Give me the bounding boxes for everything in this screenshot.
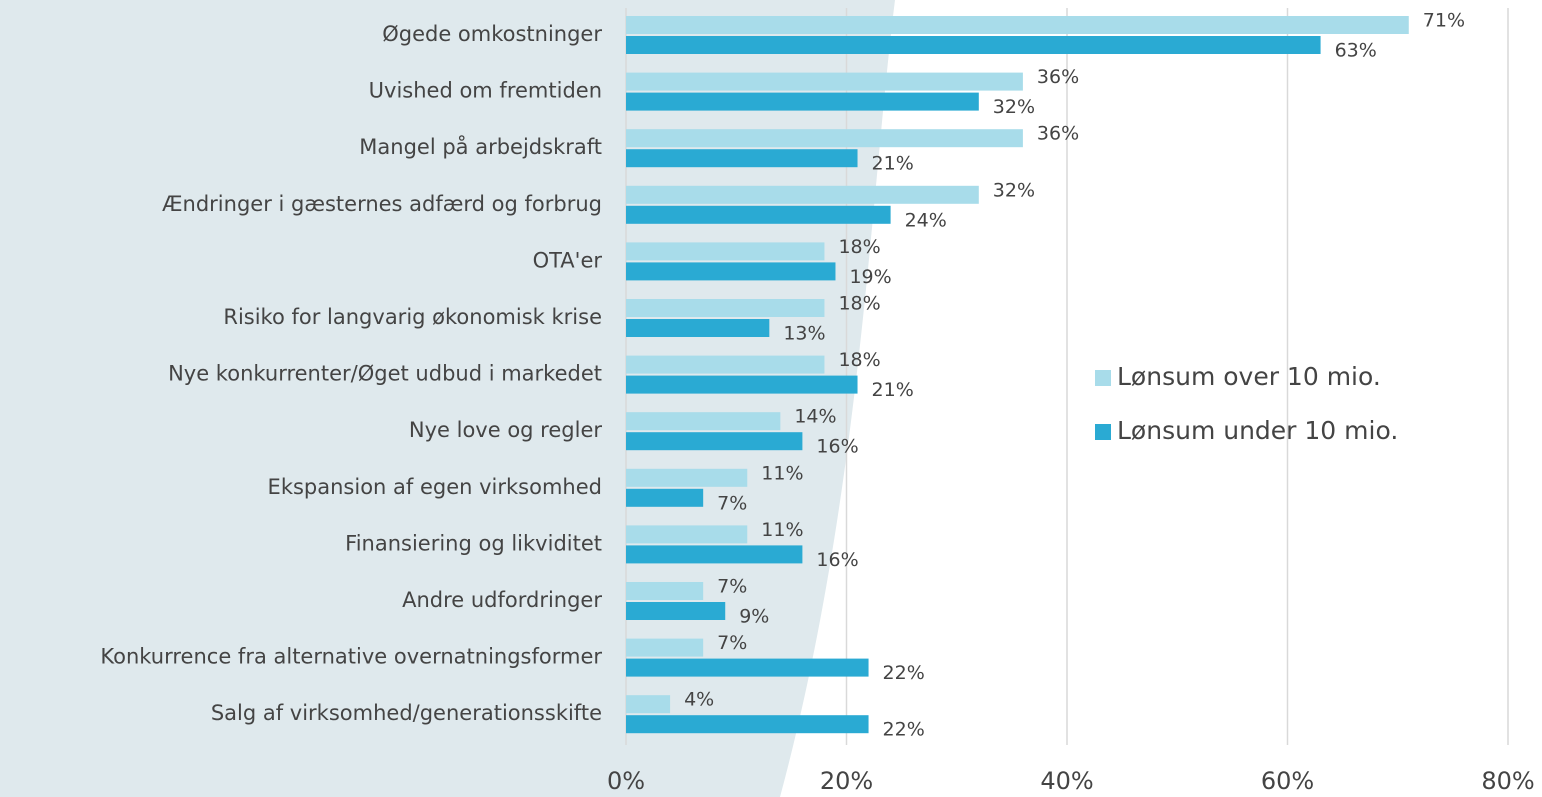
bar xyxy=(626,525,748,544)
bar xyxy=(626,36,1321,54)
value-label: 22% xyxy=(883,719,925,741)
category-label: Finansiering og likviditet xyxy=(345,531,602,555)
value-label: 7% xyxy=(717,632,747,654)
bar xyxy=(626,375,858,394)
bar xyxy=(626,299,825,317)
category-label: Ekspansion af egen virksomhed xyxy=(268,475,602,499)
value-label: 7% xyxy=(717,576,747,598)
bar xyxy=(626,262,836,281)
x-tick-label: 20% xyxy=(820,767,873,795)
legend-swatch xyxy=(1095,424,1111,440)
category-label: Salg af virksomhed/generationsskifte xyxy=(211,701,602,725)
bar xyxy=(626,319,770,337)
value-label: 13% xyxy=(783,323,825,345)
value-label: 4% xyxy=(684,689,714,711)
value-label: 32% xyxy=(993,179,1035,201)
value-label: 63% xyxy=(1335,40,1377,62)
category-label: Mangel på arbejdskraft xyxy=(359,134,602,159)
value-label: 71% xyxy=(1423,10,1465,32)
value-label: 14% xyxy=(794,406,836,428)
bar xyxy=(626,355,825,374)
bar xyxy=(626,638,704,657)
value-label: 16% xyxy=(816,549,858,571)
value-label: 24% xyxy=(905,209,947,231)
x-tick-label: 60% xyxy=(1261,767,1314,795)
bar xyxy=(626,412,781,431)
category-label: Konkurrence fra alternative overnatnings… xyxy=(100,645,602,669)
bar xyxy=(626,92,979,111)
x-tick-label: 40% xyxy=(1040,767,1093,795)
value-label: 16% xyxy=(816,436,858,458)
value-label: 18% xyxy=(838,293,880,315)
bar xyxy=(626,205,891,224)
bar xyxy=(626,582,704,600)
bar xyxy=(626,72,1023,91)
legend-label: Lønsum under 10 mio. xyxy=(1117,416,1398,445)
bar xyxy=(626,185,979,204)
category-label: Uvished om fremtiden xyxy=(369,79,602,103)
value-label: 21% xyxy=(872,379,914,401)
value-label: 21% xyxy=(872,153,914,175)
value-label: 36% xyxy=(1037,123,1079,145)
value-label: 7% xyxy=(717,492,747,514)
category-label: Ændringer i gæsternes adfærd og forbrug xyxy=(162,192,602,216)
x-tick-label: 80% xyxy=(1481,767,1534,795)
category-label: Øgede omkostninger xyxy=(382,22,602,46)
category-label: Risiko for langvarig økonomisk krise xyxy=(223,305,602,329)
bar xyxy=(626,695,671,714)
legend-swatch xyxy=(1095,370,1111,386)
x-tick-label: 0% xyxy=(607,767,645,795)
value-label: 11% xyxy=(761,462,803,484)
value-label: 19% xyxy=(849,266,891,288)
bar xyxy=(626,432,803,451)
bar xyxy=(626,658,869,677)
category-label: OTA'er xyxy=(533,248,603,272)
background-shape xyxy=(0,0,895,797)
value-label: 11% xyxy=(761,519,803,541)
category-label: Andre udfordringer xyxy=(402,588,602,612)
category-label: Nye konkurrenter/Øget udbud i markedet xyxy=(168,362,602,386)
value-label: 18% xyxy=(838,236,880,258)
bar xyxy=(626,602,726,620)
bar xyxy=(626,242,825,261)
legend-label: Lønsum over 10 mio. xyxy=(1117,362,1381,391)
bar xyxy=(626,149,858,168)
value-label: 36% xyxy=(1037,66,1079,88)
bar xyxy=(626,468,748,487)
bar xyxy=(626,488,704,507)
bar xyxy=(626,16,1409,34)
value-label: 22% xyxy=(883,662,925,684)
bar xyxy=(626,545,803,564)
value-label: 9% xyxy=(739,606,769,628)
value-label: 18% xyxy=(838,349,880,371)
bar xyxy=(626,129,1023,148)
bar xyxy=(626,715,869,734)
value-label: 32% xyxy=(993,96,1035,118)
category-label: Nye love og regler xyxy=(409,418,602,442)
